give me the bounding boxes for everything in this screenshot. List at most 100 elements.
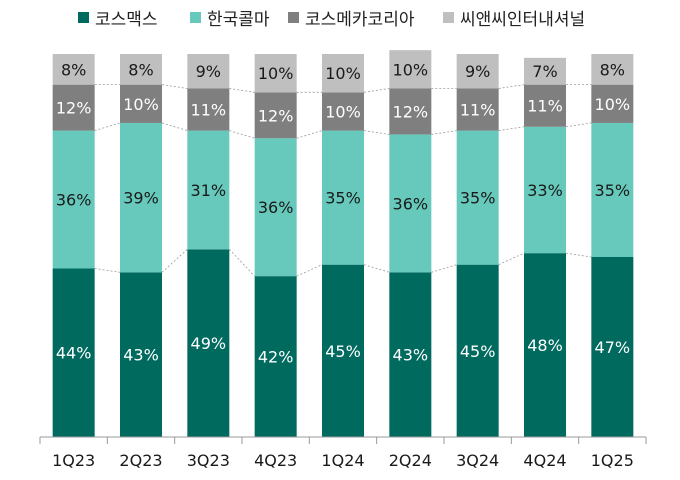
data-label: 8% xyxy=(61,60,86,79)
series-connector-line xyxy=(161,84,188,89)
data-label: 36% xyxy=(56,191,92,210)
data-label: 10% xyxy=(258,64,294,83)
bar-segment xyxy=(456,54,499,89)
x-tick-label: 1Q23 xyxy=(52,451,95,470)
data-label: 8% xyxy=(128,60,153,79)
legend-item-cnc: 씨앤씨인터내셔널 xyxy=(443,4,585,30)
bar-segment xyxy=(120,122,162,273)
data-label: 10% xyxy=(325,64,361,83)
bar-segment xyxy=(591,54,634,85)
data-label: 12% xyxy=(258,106,294,125)
bar-segment xyxy=(254,276,297,437)
chart-legend: 코스맥스 한국콜마 코스메카코리아 씨앤씨인터내셔널 xyxy=(0,4,680,30)
data-label: 10% xyxy=(123,95,159,114)
series-connector-line xyxy=(363,264,390,273)
data-label: 35% xyxy=(325,189,361,208)
series-connector-line xyxy=(296,264,323,277)
bar-segment xyxy=(52,54,95,85)
bar-segment xyxy=(524,57,566,85)
data-label: 33% xyxy=(527,181,563,200)
bar-segment xyxy=(120,54,162,85)
series-connector-line xyxy=(161,249,188,273)
data-label: 45% xyxy=(460,342,496,361)
data-label: 12% xyxy=(393,102,429,121)
series-connector-line xyxy=(431,264,457,273)
data-label: 36% xyxy=(258,198,294,217)
data-label: 35% xyxy=(460,189,496,208)
series-connector-line xyxy=(363,88,390,93)
data-label: 43% xyxy=(123,346,159,365)
series-connector-line xyxy=(363,130,390,135)
series-connector-line xyxy=(229,88,255,93)
bar-segment xyxy=(389,134,432,273)
x-tick-label: 2Q24 xyxy=(389,451,432,470)
data-label: 48% xyxy=(527,336,563,355)
bar-segment xyxy=(591,122,634,257)
bar-segment xyxy=(389,88,432,135)
bar-segment xyxy=(524,84,566,127)
series-connector-line xyxy=(498,84,525,89)
data-label: 11% xyxy=(460,101,496,120)
legend-item-kosmax: 코스맥스 xyxy=(78,4,158,30)
data-label: 35% xyxy=(595,181,631,200)
data-label: 12% xyxy=(56,99,92,118)
legend-swatch xyxy=(443,11,454,23)
x-tick-label: 3Q23 xyxy=(187,451,230,470)
bar-segment xyxy=(524,126,566,254)
legend-item-kolmar: 한국콜마 xyxy=(190,4,270,30)
x-tick-label: 1Q25 xyxy=(591,451,634,470)
legend-item-cosmecca: 코스메카코리아 xyxy=(288,4,414,30)
series-connector-line xyxy=(161,122,188,131)
series-connector-line xyxy=(498,252,525,266)
data-label: 7% xyxy=(532,62,557,81)
bar-segment xyxy=(524,253,566,437)
bar-segment xyxy=(591,256,634,437)
bar-segment xyxy=(322,130,364,265)
data-label: 10% xyxy=(595,95,631,114)
legend-swatch xyxy=(190,11,201,23)
bar-segment xyxy=(120,84,162,123)
data-label: 45% xyxy=(325,342,361,361)
bar-segment xyxy=(456,88,499,131)
series-connector-line xyxy=(229,130,255,139)
series-connector-line xyxy=(229,249,255,277)
bar-segment xyxy=(456,130,499,265)
series-connector-line xyxy=(94,122,121,131)
legend-label: 코스맥스 xyxy=(95,9,158,30)
bar-segment xyxy=(322,54,364,93)
bar-segment xyxy=(187,54,230,89)
data-label: 42% xyxy=(258,348,294,367)
bar-segment xyxy=(389,50,432,89)
data-label: 49% xyxy=(191,334,227,353)
x-tick-label: 4Q24 xyxy=(523,451,566,470)
data-label: 9% xyxy=(465,62,490,81)
bar-segment xyxy=(52,130,95,269)
bar-segment xyxy=(322,92,364,131)
bar-segment xyxy=(52,84,95,131)
bar-segment xyxy=(187,130,230,250)
data-label: 43% xyxy=(393,346,429,365)
legend-label: 씨앤씨인터내셔널 xyxy=(460,9,586,30)
data-label: 44% xyxy=(56,344,92,363)
legend-label: 한국콜마 xyxy=(207,9,270,30)
x-tick-label: 3Q24 xyxy=(456,451,499,470)
series-connector-line xyxy=(431,130,457,135)
data-label: 39% xyxy=(123,189,159,208)
x-tick-label: 2Q23 xyxy=(119,451,162,470)
series-connector-line xyxy=(296,130,323,139)
bar-segment xyxy=(389,272,432,437)
legend-label: 코스메카코리아 xyxy=(305,9,415,30)
bar-segment xyxy=(52,268,95,437)
series-connector-line xyxy=(565,122,592,128)
legend-swatch xyxy=(78,11,89,23)
x-tick-label: 4Q23 xyxy=(254,451,297,470)
data-label: 10% xyxy=(325,102,361,121)
legend-swatch xyxy=(288,11,299,23)
data-label: 8% xyxy=(600,60,625,79)
data-label: 36% xyxy=(393,194,429,213)
data-label: 11% xyxy=(191,101,227,120)
x-tick-label: 1Q24 xyxy=(321,451,364,470)
bar-segment xyxy=(120,272,162,437)
series-connector-line xyxy=(94,268,121,273)
